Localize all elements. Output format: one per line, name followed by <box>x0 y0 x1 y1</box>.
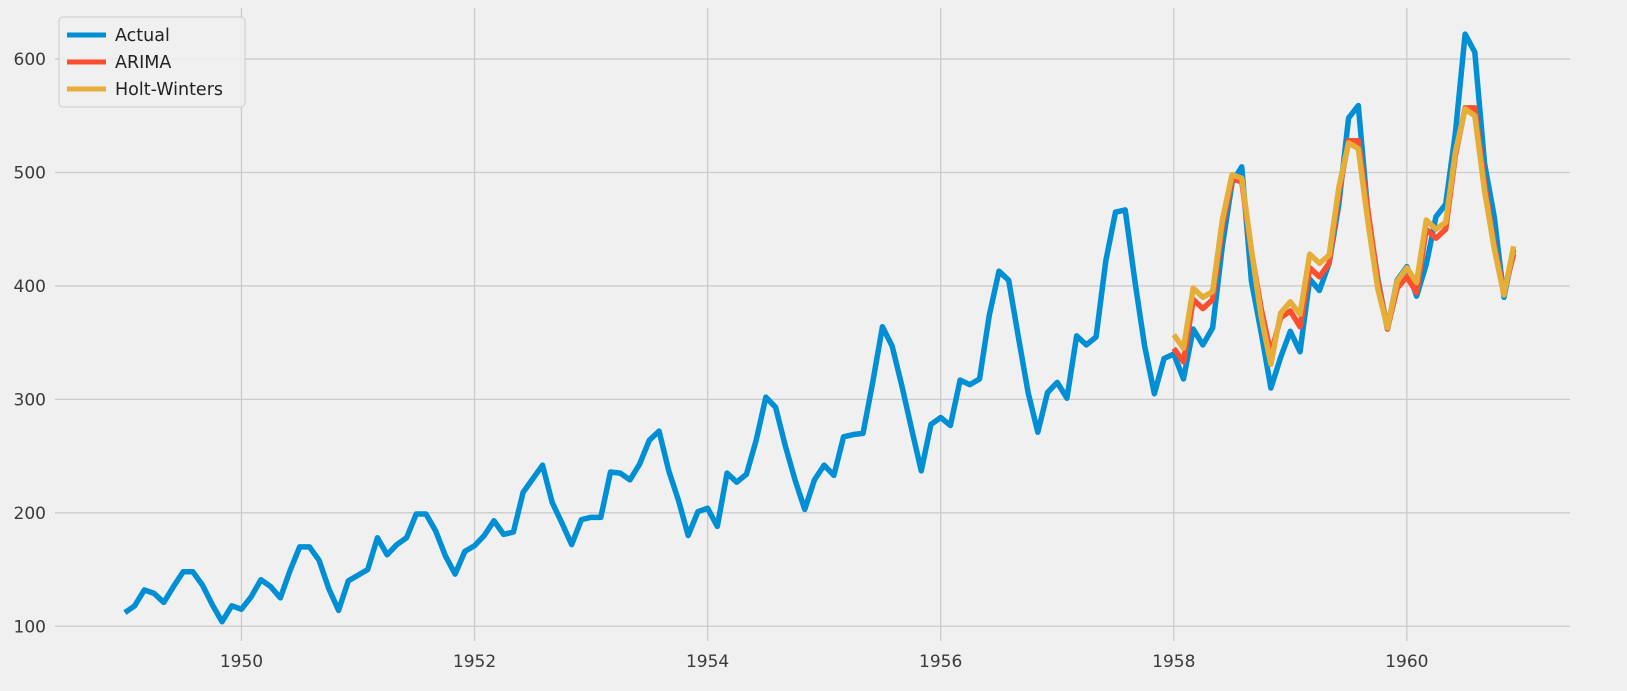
legend-item-holt-winters: Holt-Winters <box>67 80 223 100</box>
y-tick-label: 200 <box>14 504 46 524</box>
x-tick-label: 1952 <box>453 652 496 672</box>
y-tick-label: 600 <box>14 50 46 70</box>
legend-item-arima: ARIMA <box>67 53 171 73</box>
x-tick-label: 1960 <box>1385 652 1428 672</box>
tick-labels: 1950 1952 1954 1956 1958 1960 100 200 300 400 500 6… <box>14 50 1429 672</box>
legend-box <box>58 16 246 108</box>
series-lines <box>123 31 1517 625</box>
x-tick-label: 1950 <box>220 652 263 672</box>
series-line-actual <box>123 31 1517 625</box>
y-tick-label: 300 <box>14 390 46 410</box>
legend-label-holt-winters: Holt-Winters <box>115 80 223 100</box>
legend-label-arima: ARIMA <box>115 53 171 73</box>
legend: Actual ARIMA Holt-Winters <box>58 16 246 108</box>
y-tick-label: 100 <box>14 617 46 637</box>
legend-label-actual: Actual <box>115 26 170 46</box>
x-tick-label: 1954 <box>686 652 729 672</box>
x-tick-label: 1958 <box>1152 652 1195 672</box>
y-tick-label: 500 <box>14 163 46 183</box>
y-tick-label: 400 <box>14 277 46 297</box>
series-line-holt-winters <box>1171 106 1517 367</box>
x-tick-label: 1956 <box>919 652 962 672</box>
legend-item-actual: Actual <box>67 26 170 46</box>
